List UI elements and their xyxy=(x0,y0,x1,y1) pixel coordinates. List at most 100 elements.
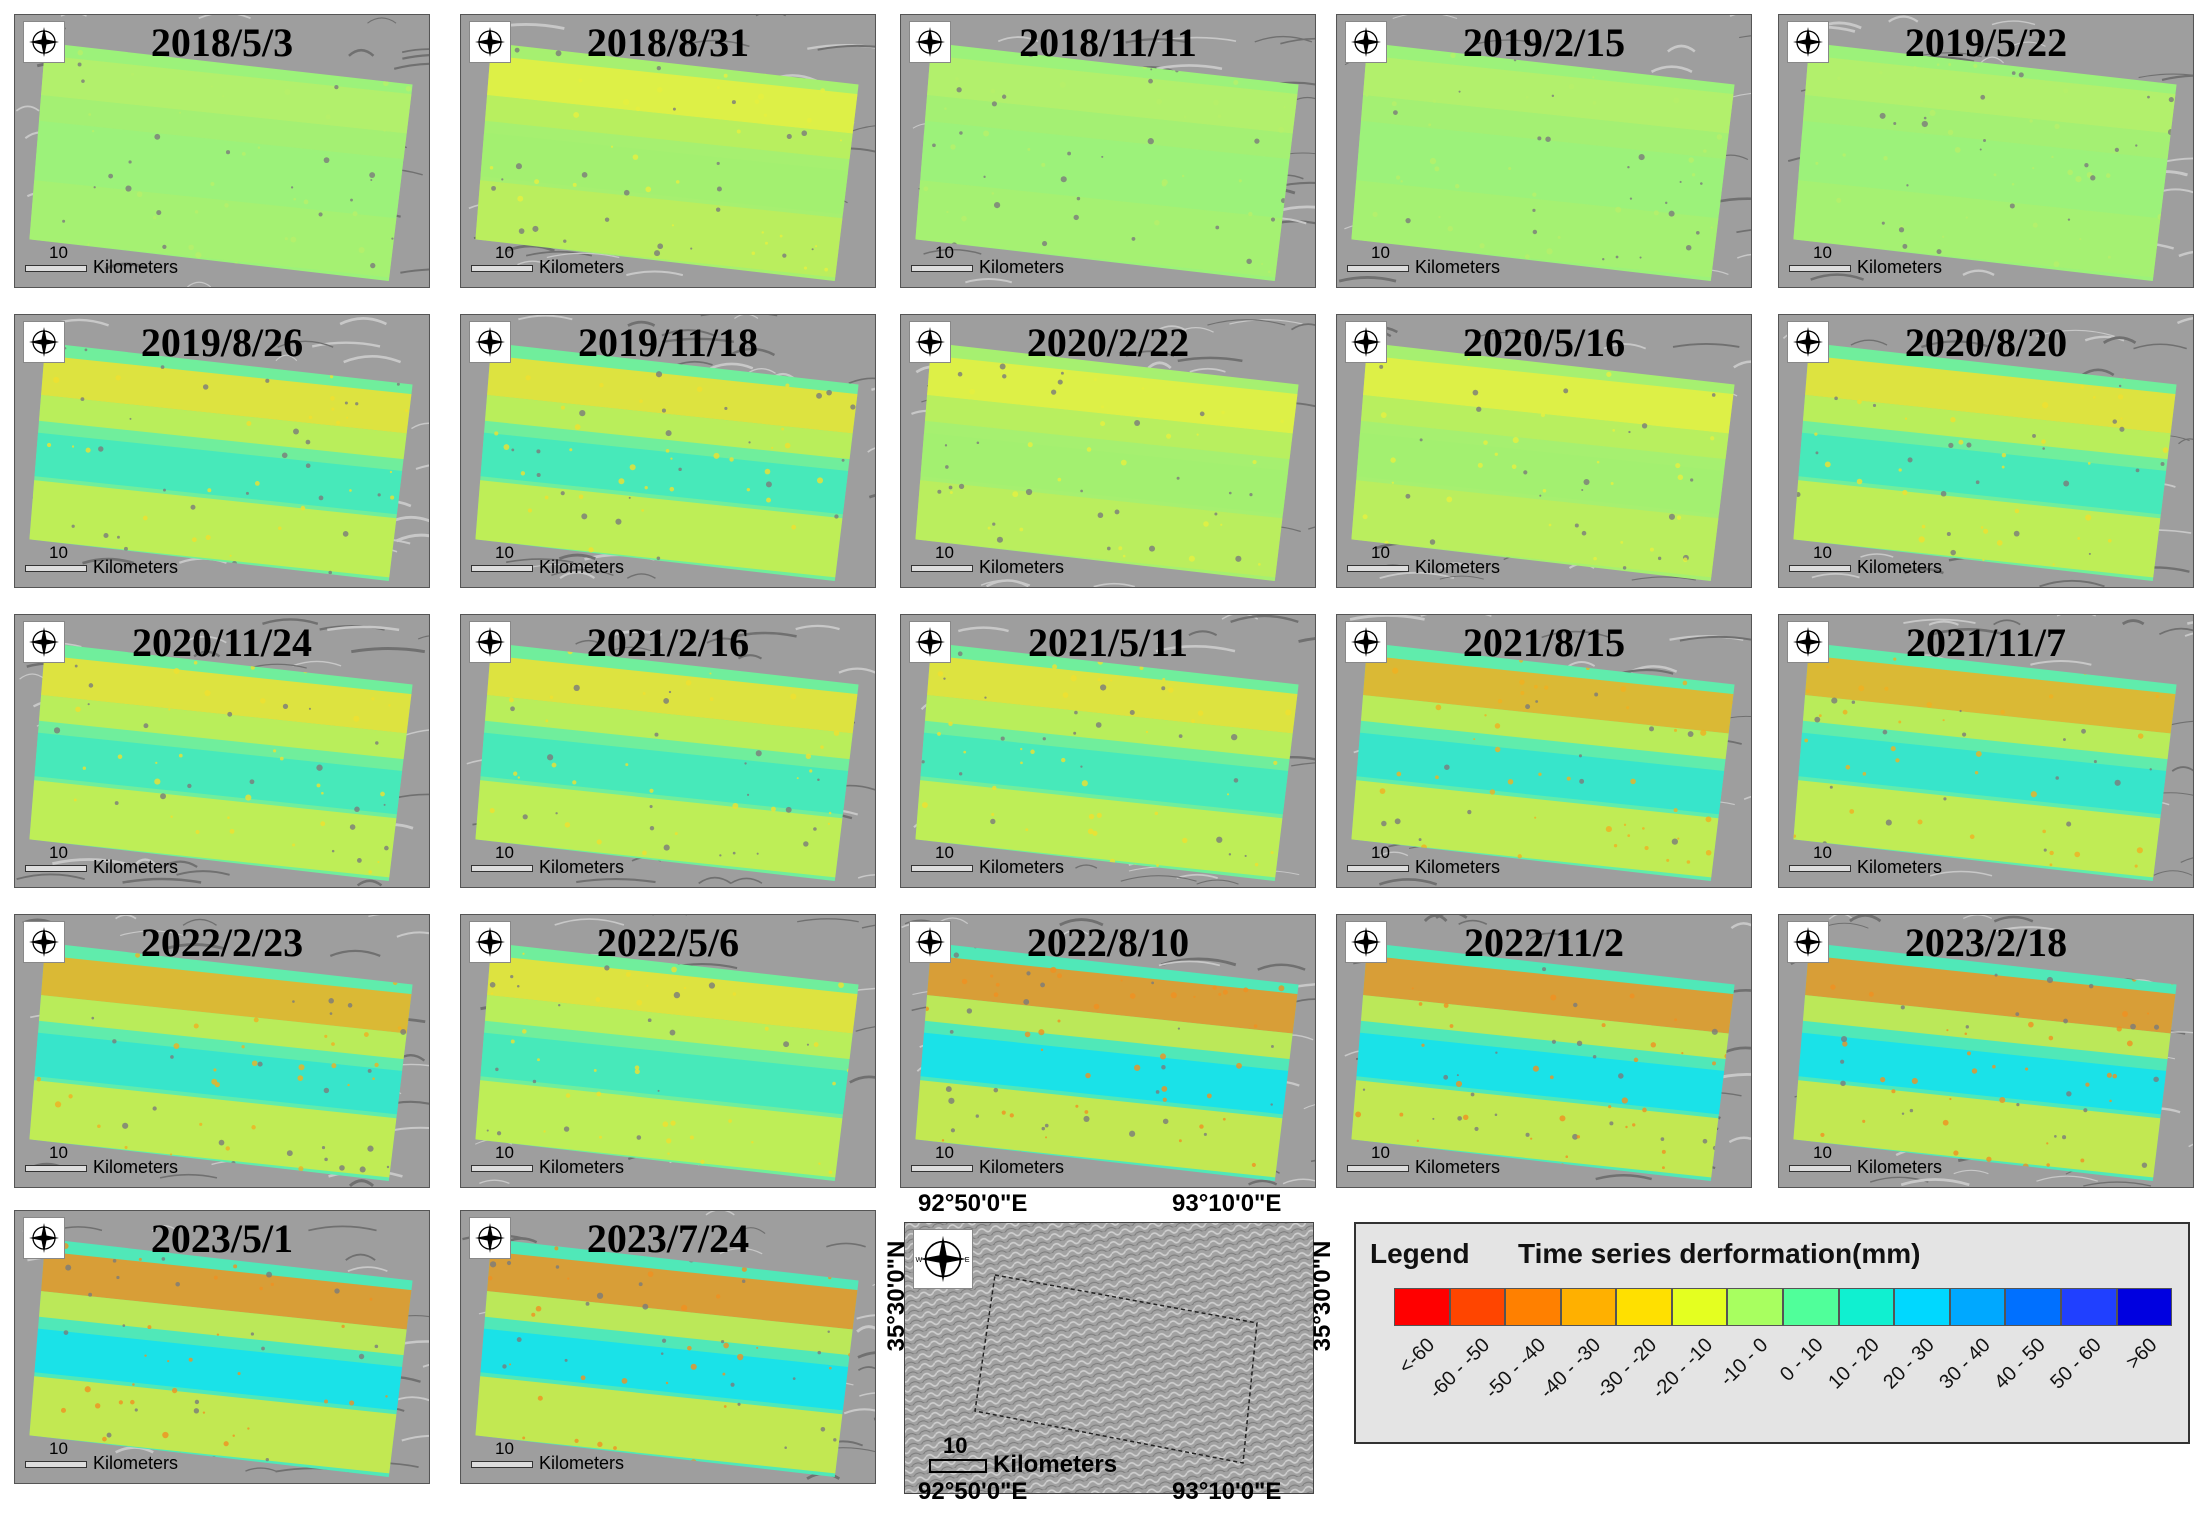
scale-bar: 10 Kilometers xyxy=(1785,543,1985,581)
legend-class-label: 0 - 10 xyxy=(1776,1334,1828,1386)
legend-class-label: 10 - 20 xyxy=(1823,1334,1884,1394)
scale-bar: 10 Kilometers xyxy=(467,243,667,281)
compass-icon xyxy=(23,1217,65,1259)
scale-bar: 10 Kilometers xyxy=(467,1439,667,1477)
deformation-panel: 2020/8/20 10 Kilometers xyxy=(1778,314,2194,588)
hillshade-background xyxy=(1779,915,2193,1187)
scale-bar: 10 Kilometers xyxy=(907,543,1107,581)
compass-icon xyxy=(1787,921,1829,963)
scale-value: 10 xyxy=(495,1143,514,1162)
panel-date: 2019/5/22 xyxy=(1904,20,2068,65)
legend-swatch xyxy=(2005,1288,2061,1326)
legend-swatches xyxy=(1394,1288,2173,1326)
hillshade-background xyxy=(901,315,1315,587)
panel-date: 2019/2/15 xyxy=(1462,20,1626,65)
compass-icon xyxy=(909,921,951,963)
compass-icon xyxy=(23,921,65,963)
deformation-panel: 2020/11/24 10 Kilometers xyxy=(14,614,430,888)
scale-unit: Kilometers xyxy=(979,857,1065,877)
scale-value: 10 xyxy=(495,243,514,262)
legend-swatch xyxy=(1449,1288,1506,1326)
scale-value: 10 xyxy=(49,1439,68,1458)
panel-date: 2022/11/2 xyxy=(1463,920,1625,965)
deformation-raster xyxy=(29,42,413,282)
compass-icon xyxy=(469,1217,511,1259)
scale-bar: 10 Kilometers xyxy=(467,1143,667,1181)
scale-unit: Kilometers xyxy=(1415,857,1501,877)
panel-date: 2019/11/18 xyxy=(577,320,759,365)
legend-swatch xyxy=(1505,1288,1561,1326)
deformation-panel: 2022/2/23 10 Kilometers xyxy=(14,914,430,1188)
svg-text:E: E xyxy=(965,1255,970,1264)
scale-value: 10 xyxy=(935,1143,954,1162)
legend-class-label: 40 - 50 xyxy=(1990,1334,2051,1394)
compass-icon xyxy=(23,21,65,63)
legend-class-label: >60 xyxy=(2121,1334,2162,1374)
scale-bar: 10 Kilometers xyxy=(1785,843,1985,881)
lon-label-top-left: 92°50'0"E xyxy=(918,1190,1028,1217)
legend-box: Legend Time series derformation(mm) <-60… xyxy=(1354,1222,2190,1444)
location-scale-bar: 10 Kilometers xyxy=(919,1433,1149,1479)
legend-class-label: <-60 xyxy=(1394,1334,1439,1379)
deformation-panel: 2021/2/16 10 Kilometers xyxy=(460,614,876,888)
scale-unit: Kilometers xyxy=(1857,557,1943,577)
hillshade-background xyxy=(1337,15,1751,287)
scale-bar: 10 Kilometers xyxy=(21,243,221,281)
deformation-panel: 2023/5/1 10 Kilometers xyxy=(14,1210,430,1484)
compass-icon xyxy=(1345,621,1387,663)
scale-bar: 10 Kilometers xyxy=(21,1439,221,1477)
scale-unit: Kilometers xyxy=(1857,1157,1943,1177)
panel-date: 2020/8/20 xyxy=(1904,320,2068,365)
legend-swatch xyxy=(1394,1288,1450,1326)
scale-bar: 10 Kilometers xyxy=(1343,1143,1543,1181)
panel-date: 2020/5/16 xyxy=(1462,320,1626,365)
lat-label-right: 35°30'0"N xyxy=(1309,1240,1336,1352)
scale-value: 10 xyxy=(935,843,954,862)
hillshade-background xyxy=(15,615,429,887)
scale-bar: 10 Kilometers xyxy=(21,1143,221,1181)
lat-label-left: 35°30'0"N xyxy=(883,1240,910,1352)
location-scale-unit: Kilometers xyxy=(993,1451,1118,1478)
panel-date: 2023/2/18 xyxy=(1904,920,2068,965)
legend-swatch xyxy=(1894,1288,1950,1326)
scale-unit: Kilometers xyxy=(979,1157,1065,1177)
panel-date: 2018/8/31 xyxy=(586,20,750,65)
hillshade-background xyxy=(1337,315,1751,587)
location-terrain xyxy=(905,1223,1313,1493)
scale-unit: Kilometers xyxy=(539,1157,625,1177)
scale-unit: Kilometers xyxy=(93,1157,179,1177)
panel-date: 2020/11/24 xyxy=(131,620,313,665)
scale-bar: 10 Kilometers xyxy=(1343,843,1543,881)
scale-unit: Kilometers xyxy=(93,257,179,277)
legend-swatch xyxy=(1949,1288,2006,1326)
compass-icon xyxy=(469,21,511,63)
svg-text:W: W xyxy=(915,1255,922,1264)
deformation-panel: 2019/2/15 10 Kilometers xyxy=(1336,14,1752,288)
legend-class-label: -30 - -20 xyxy=(1592,1334,1662,1404)
scale-unit: Kilometers xyxy=(1857,257,1943,277)
deformation-raster xyxy=(475,42,859,282)
hillshade-background xyxy=(901,615,1315,887)
legend-swatch xyxy=(1616,1288,1672,1326)
scale-value: 10 xyxy=(49,543,68,562)
scale-bar: 10 Kilometers xyxy=(907,843,1107,881)
scale-unit: Kilometers xyxy=(1415,1157,1501,1177)
legend-class-label: -60 - -50 xyxy=(1425,1334,1495,1404)
scale-unit: Kilometers xyxy=(93,857,179,877)
deformation-panel: 2018/5/3 10 Kilometers xyxy=(14,14,430,288)
legend-class-label: 50 - 60 xyxy=(2046,1334,2106,1394)
hillshade-background xyxy=(15,315,429,587)
compass-icon xyxy=(1345,321,1387,363)
panel-date: 2021/11/7 xyxy=(1905,620,2067,665)
scale-unit: Kilometers xyxy=(539,857,625,877)
deformation-panel: 2019/8/26 10 Kilometers xyxy=(14,314,430,588)
compass-icon xyxy=(1345,921,1387,963)
scale-value: 10 xyxy=(1371,243,1390,262)
scale-value: 10 xyxy=(1813,543,1832,562)
panel-date: 2021/5/11 xyxy=(1027,620,1189,665)
scale-value: 10 xyxy=(49,843,68,862)
compass-icon xyxy=(909,321,951,363)
location-map: E W 10 Kilometers xyxy=(904,1222,1314,1494)
lon-label-bottom-right: 93°10'0"E xyxy=(1172,1478,1282,1505)
scale-value: 10 xyxy=(1813,243,1832,262)
